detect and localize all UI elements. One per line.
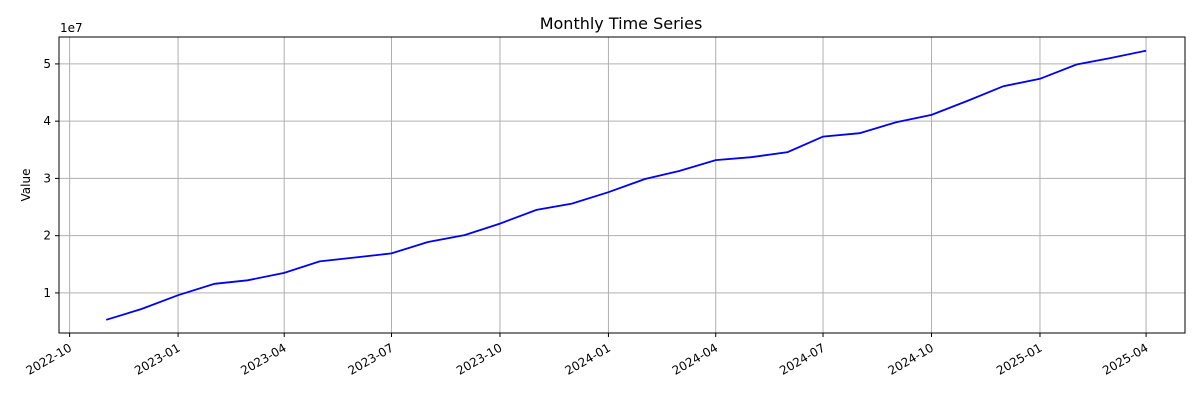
x-tick-label: 2023-10	[454, 341, 504, 378]
axis-ticks: 2022-10 2023-01 2023-04 2023-07 2023-10 2024-…	[24, 57, 1151, 378]
x-tick-label: 2023-04	[238, 341, 288, 378]
x-tick-label: 2023-07	[346, 341, 396, 378]
series-line-0	[105, 49, 1147, 321]
x-tick-label: 2023-01	[132, 341, 182, 378]
y-tick-label: 4	[43, 114, 51, 128]
x-tick-label: 2024-10	[886, 341, 936, 378]
y-tick-label: 2	[43, 229, 51, 243]
series-layer	[105, 49, 1147, 321]
y-tick-label: 3	[43, 171, 51, 185]
y-tick-label: 5	[43, 57, 51, 71]
y-exponent-label: 1e7	[60, 21, 83, 35]
x-tick-label: 2025-04	[1100, 341, 1150, 378]
plot-frame	[58, 36, 1186, 334]
x-tick-label: 2024-07	[777, 341, 827, 378]
chart-title: Monthly Time Series	[540, 14, 703, 33]
y-tick-label: 1	[43, 286, 51, 300]
x-tick-label: 2024-04	[670, 341, 720, 378]
x-tick-label: 2022-10	[24, 341, 74, 378]
y-axis-label: Value	[19, 169, 33, 202]
x-tick-label: 2025-01	[994, 341, 1044, 378]
grid-lines	[59, 37, 1185, 333]
x-tick-label: 2024-01	[563, 341, 613, 378]
